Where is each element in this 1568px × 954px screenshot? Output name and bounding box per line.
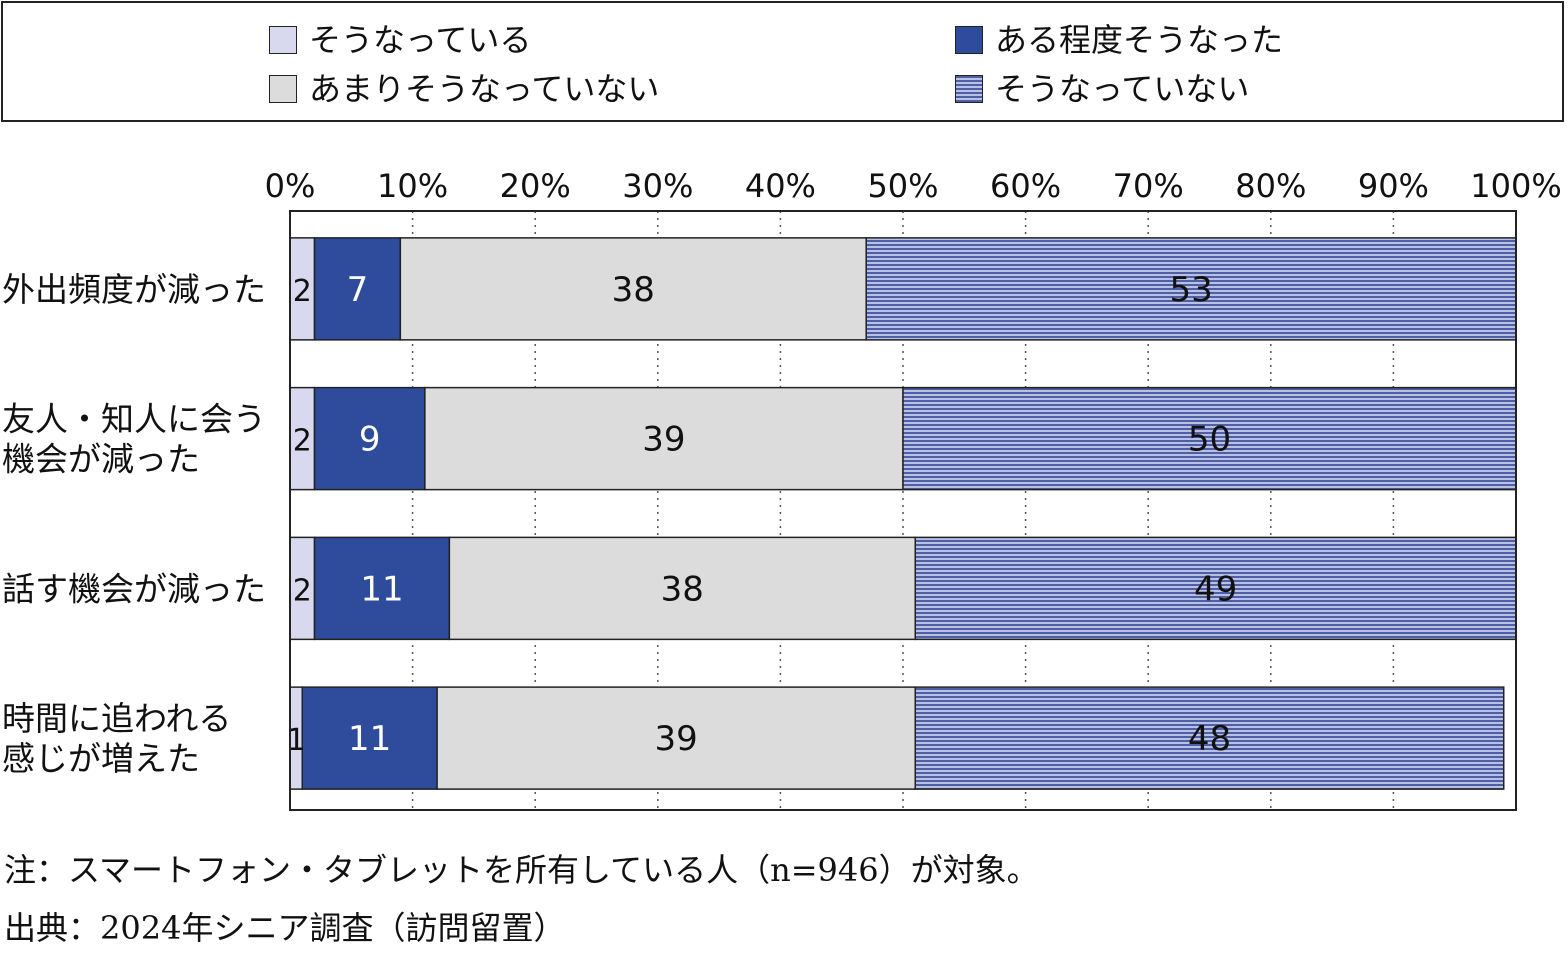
bar-segment [914,536,1517,641]
bar-segment [448,536,917,641]
data-label: 50 [1188,420,1231,460]
bar-segment [865,237,1517,341]
legend-item-souna-tteinai: そうなっていない [955,71,1249,107]
bar-segment [914,686,1505,790]
x-tick-label: 70% [1113,167,1184,205]
category-label: 友人・知人に会う [2,400,266,439]
data-labels: 2 7 38 532 9 39 502 11 38 491 11 39 48 [287,270,1238,759]
x-tick-label: 50% [867,167,938,205]
category-label: 外出頻度が減った [2,270,266,309]
bar-segment [313,237,402,341]
bar-segment [424,386,904,491]
note-text: 注：スマートフォン・タブレットを所有している人（n=946）が対象。 [4,851,1039,889]
x-tick-label: 0% [265,167,316,205]
legend-item-soudatteiru: そうなっている [269,22,531,58]
legend-swatch [269,75,297,103]
data-label: 49 [1194,569,1237,609]
category-label: 時間に追われる [2,699,231,738]
category-label: 話す機会が減った [2,569,266,608]
x-tick-label: 20% [500,167,571,205]
legend: そうなっている ある程度そうなった あまりそうなっていない そうなっていない [1,1,1564,122]
category-labels: 外出頻度が減った友人・知人に会う機会が減った話す機会が減った時間に追われる感じが… [2,270,266,778]
bar-segment [436,686,917,790]
bar-segment [301,686,438,790]
x-tick-label: 40% [745,167,816,205]
legend-label: そうなっていない [995,70,1250,108]
data-label: 11 [360,569,403,609]
bar-segment [289,237,316,341]
data-label: 48 [1188,719,1231,759]
x-tick-label: 80% [1235,167,1306,205]
bars [289,237,1517,790]
data-label: 11 [348,719,391,759]
bar-segment [289,386,316,491]
data-label: 1 [287,723,306,758]
bar-segment [289,536,316,641]
data-label: 39 [655,719,698,759]
data-label: 2 [293,274,312,309]
legend-label: あまりそうなっていない [309,70,660,108]
legend-item-aru-teido: ある程度そうなった [955,22,1283,58]
data-label: 38 [612,270,655,310]
bar-segment [399,237,867,341]
data-label: 2 [293,573,312,608]
data-label: 39 [642,420,685,460]
plot-frame [289,210,1517,811]
data-label: 2 [293,424,312,459]
data-label: 53 [1169,270,1212,310]
x-tick-label: 60% [990,167,1061,205]
legend-swatch [955,26,983,54]
x-axis-ticks: 0% 10% 20% 30% 40% 50% 60% 70% 80% 90% 100% [265,167,1562,205]
data-label: 7 [347,270,369,310]
legend-label: そうなっている [309,21,532,59]
source-text: 出典：2024年シニア調査（訪問留置） [4,909,566,947]
bar-segment [313,536,451,641]
data-label: 9 [359,420,381,460]
data-label: 38 [661,569,704,609]
x-tick-label: 10% [377,167,448,205]
category-label: 機会が減った [2,440,200,479]
legend-item-amari: あまりそうなっていない [269,71,659,107]
legend-swatch [269,26,297,54]
bar-segment [313,386,426,491]
bar-segment [902,386,1517,491]
legend-swatch [955,75,983,103]
x-tick-label: 30% [622,167,693,205]
x-tick-label: 90% [1358,167,1429,205]
category-label: 感じが増えた [2,739,200,778]
x-tick-label: 100% [1470,167,1561,205]
legend-label: ある程度そうなった [995,21,1284,59]
